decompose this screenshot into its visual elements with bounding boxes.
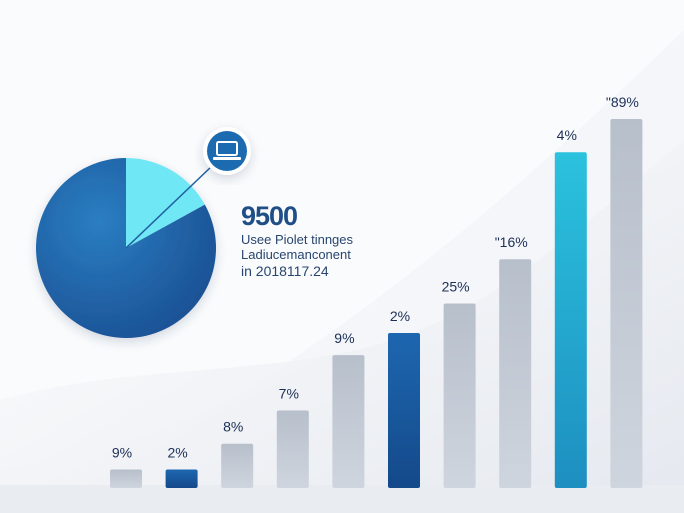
bar-label-10: ʺ89% [606, 94, 639, 110]
bar-label-3: 8% [223, 419, 243, 435]
callout-value: 9500 [241, 201, 298, 231]
bar-1 [110, 469, 142, 488]
pie-slice-highlight [126, 158, 205, 248]
bar-label-1: 9% [112, 445, 132, 461]
laptop-icon [203, 127, 251, 175]
bar-label-9: 4% [557, 127, 577, 143]
bar-8 [499, 259, 532, 488]
bar-6 [388, 333, 420, 488]
bar-9 [554, 152, 587, 488]
callout-line-1: Usee Piolet tinnges [241, 232, 354, 247]
bar-3 [221, 443, 254, 488]
bar-label-6: 2% [390, 308, 410, 324]
bar-10 [610, 119, 643, 488]
bar-labels: 9% 2% 8% 7% 9% 2% 25% ʺ16% 4% ʺ89% [112, 94, 639, 461]
bar-7 [443, 303, 476, 488]
bar-label-2: 2% [167, 445, 187, 461]
callout-line-2: Ladiucemanconent [241, 247, 351, 262]
bar-chart [110, 119, 643, 488]
bar-2 [165, 469, 198, 488]
bar-5 [332, 355, 365, 488]
pie-callout: 9500 Usee Piolet tinnges Ladiucemanconen… [241, 200, 401, 279]
bar-label-4: 7% [279, 386, 299, 402]
bar-4 [276, 410, 309, 488]
bar-label-7: 25% [442, 279, 470, 295]
pie-connector-line [125, 165, 213, 249]
bar-label-5: 9% [334, 330, 354, 346]
bar-label-8: ʺ16% [495, 234, 528, 250]
callout-line-3: in 2018117.24 [241, 263, 329, 279]
